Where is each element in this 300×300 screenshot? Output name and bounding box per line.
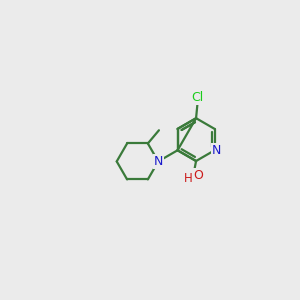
Text: O: O	[194, 169, 204, 182]
Text: N: N	[154, 155, 163, 168]
Text: H: H	[184, 172, 193, 185]
Text: Cl: Cl	[191, 91, 204, 104]
Text: N: N	[212, 144, 221, 157]
